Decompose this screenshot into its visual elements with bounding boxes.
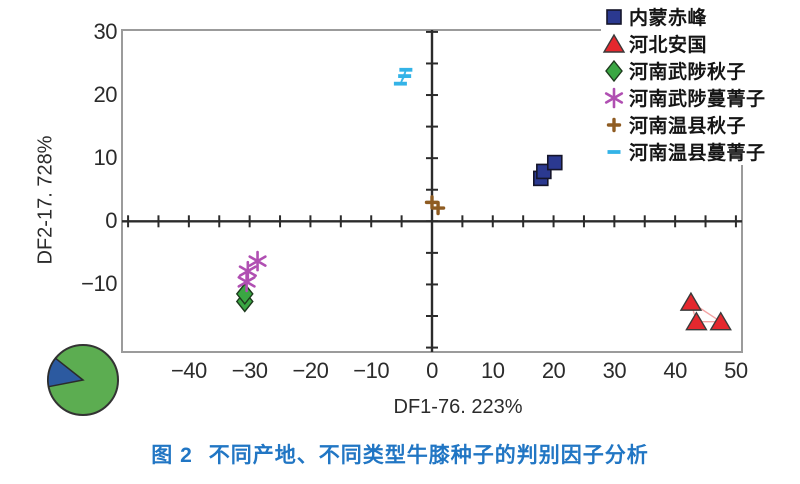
x-tick-label: 30 xyxy=(602,358,627,383)
dash-marker xyxy=(393,81,407,86)
legend-dash-icon xyxy=(601,140,629,164)
y-axis-title: DF2-17. 728% xyxy=(34,135,57,265)
triangle-marker xyxy=(685,311,708,331)
legend-plus-icon xyxy=(601,113,629,137)
dash-marker xyxy=(399,67,413,72)
y-tick-label: 30 xyxy=(93,18,118,44)
legend-item-square: 内蒙赤峰 xyxy=(601,3,799,30)
figure-caption: 图 2 不同产地、不同类型牛膝种子的判别因子分析 xyxy=(0,439,800,469)
x-tick-label: −10 xyxy=(353,358,390,383)
asterisk-marker xyxy=(238,265,257,277)
inset-pie-minor-slice xyxy=(47,357,85,388)
x-tick-label: −40 xyxy=(170,358,207,383)
caption-number: 图 2 xyxy=(151,444,193,467)
legend-item-triangle: 河北安国 xyxy=(601,30,799,57)
triangle-marker xyxy=(709,311,732,331)
legend-item-asterisk: 河南武陟蔓菁子 xyxy=(601,84,799,111)
square-marker xyxy=(606,8,622,25)
legend-item-label: 内蒙赤峰 xyxy=(629,8,708,29)
legend-item-plus: 河南温县秋子 xyxy=(601,111,799,138)
legend-item-label: 河南温县秋子 xyxy=(629,116,747,137)
legend-item-label: 河南武陟秋子 xyxy=(629,62,747,83)
asterisk-marker xyxy=(604,91,624,104)
triangle-marker xyxy=(679,291,703,311)
y-tick-label: 0 xyxy=(105,208,117,234)
asterisk-marker xyxy=(248,255,267,267)
legend: 内蒙赤峰河北安国河南武陟秋子 河南武陟蔓菁子 河南温县秋子 河南温县蔓菁子 xyxy=(601,3,799,165)
legend-item-dash: 河南温县蔓菁子 xyxy=(601,138,799,165)
legend-item-diamond: 河南武陟秋子 xyxy=(601,57,799,84)
diamond-marker xyxy=(235,282,254,306)
y-tick-label: 20 xyxy=(93,82,118,108)
x-tick-label: −30 xyxy=(231,358,268,383)
legend-asterisk-icon xyxy=(601,86,629,110)
legend-item-label: 河北安国 xyxy=(629,35,708,56)
legend-diamond-icon xyxy=(601,59,629,83)
triangle-marker xyxy=(602,33,626,53)
x-tick-label: 0 xyxy=(426,358,438,383)
x-tick-label: 50 xyxy=(724,358,748,383)
legend-square-icon xyxy=(601,5,629,29)
dash-marker xyxy=(398,74,412,78)
y-tick-label: −10 xyxy=(81,271,117,297)
x-tick-label: 10 xyxy=(481,358,505,383)
caption-title: 不同产地、不同类型牛膝种子的判别因子分析 xyxy=(208,444,649,467)
legend-item-label: 河南武陟蔓菁子 xyxy=(629,89,766,110)
y-tick-label: 10 xyxy=(93,145,118,171)
legend-item-label: 河南温县蔓菁子 xyxy=(629,143,766,164)
square-marker xyxy=(546,154,563,171)
legend-triangle-icon xyxy=(601,32,629,56)
x-tick-label: 20 xyxy=(541,358,566,383)
diamond-marker xyxy=(605,59,623,82)
dash-marker xyxy=(607,149,621,154)
x-tick-label: 40 xyxy=(663,358,687,383)
x-axis-title: DF1-76. 223% xyxy=(393,396,523,418)
x-tick-label: −20 xyxy=(292,358,329,383)
asterisk-marker xyxy=(237,276,256,288)
